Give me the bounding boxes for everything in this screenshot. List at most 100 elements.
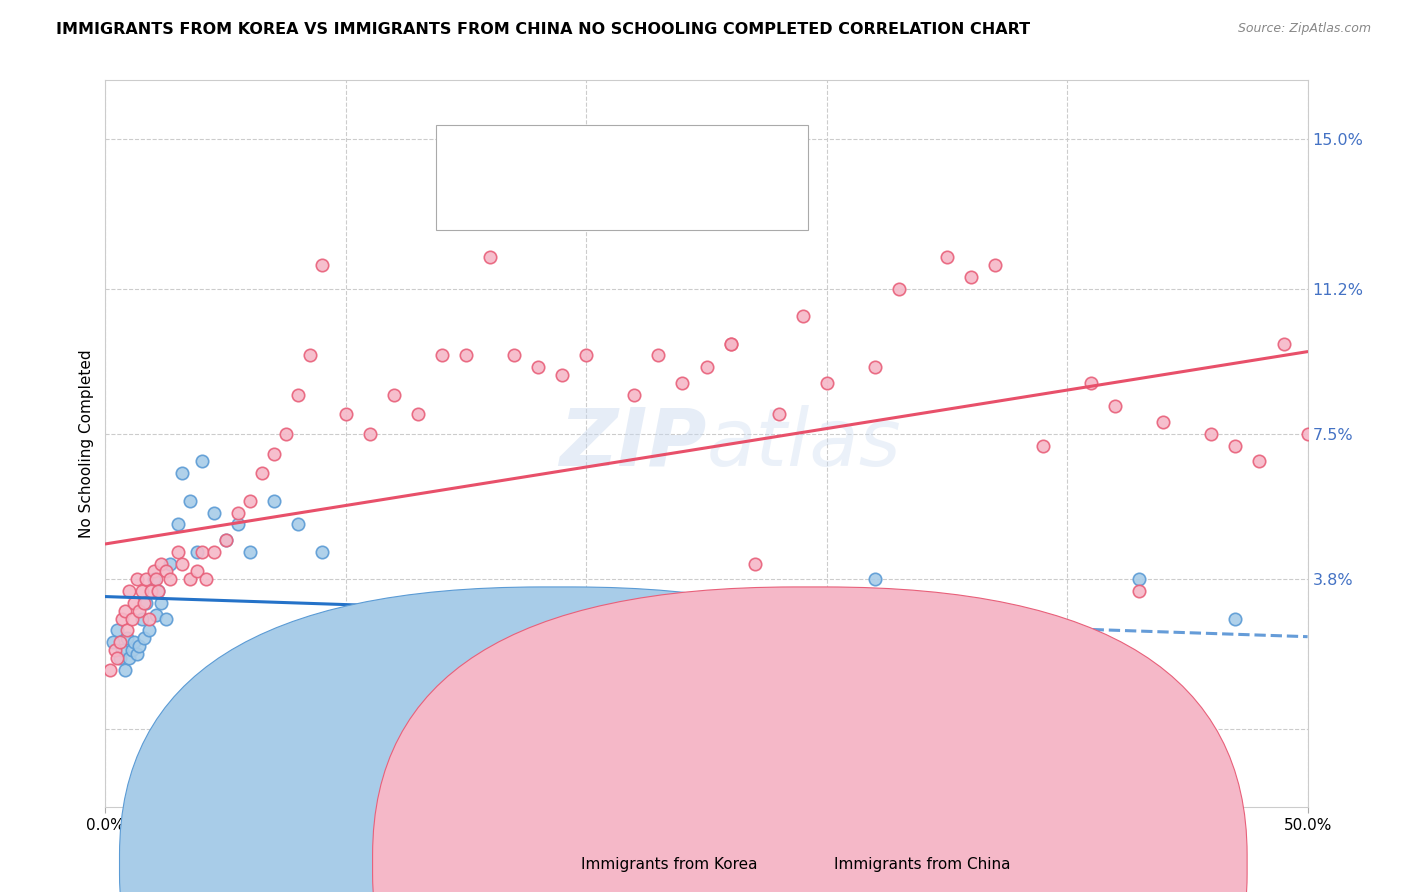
Point bbox=[503, 348, 526, 362]
Point bbox=[149, 596, 172, 610]
Point bbox=[430, 624, 453, 638]
Point bbox=[744, 612, 766, 626]
Point bbox=[108, 651, 131, 665]
Text: Source: ZipAtlas.com: Source: ZipAtlas.com bbox=[1237, 22, 1371, 36]
Point bbox=[172, 557, 194, 571]
Point bbox=[125, 572, 148, 586]
Point bbox=[311, 258, 333, 272]
Point bbox=[186, 565, 208, 579]
Point bbox=[406, 643, 429, 657]
Point bbox=[142, 565, 165, 579]
Point bbox=[1056, 769, 1078, 783]
Point bbox=[250, 467, 273, 481]
Point bbox=[148, 584, 170, 599]
Point bbox=[114, 604, 136, 618]
Point bbox=[936, 250, 959, 264]
Point bbox=[132, 596, 155, 610]
Point bbox=[335, 612, 357, 626]
Point bbox=[575, 624, 598, 638]
Point bbox=[125, 647, 148, 661]
FancyBboxPatch shape bbox=[353, 119, 592, 200]
Point bbox=[359, 426, 381, 441]
Point bbox=[575, 348, 598, 362]
Y-axis label: No Schooling Completed: No Schooling Completed bbox=[79, 350, 94, 538]
Point bbox=[815, 643, 838, 657]
Point bbox=[190, 545, 212, 559]
Point bbox=[1201, 426, 1223, 441]
Point bbox=[239, 545, 262, 559]
Point bbox=[115, 632, 138, 646]
Point bbox=[1032, 439, 1054, 453]
Point bbox=[430, 348, 453, 362]
Point bbox=[186, 545, 208, 559]
Point bbox=[108, 635, 131, 649]
Point bbox=[214, 533, 236, 547]
Point bbox=[142, 572, 165, 586]
Point bbox=[311, 545, 333, 559]
Point bbox=[114, 663, 136, 677]
Point bbox=[135, 596, 157, 610]
Point bbox=[720, 336, 742, 351]
Point bbox=[155, 565, 177, 579]
Text: Immigrants from China: Immigrants from China bbox=[834, 857, 1011, 871]
Point bbox=[527, 360, 550, 375]
Point bbox=[263, 447, 285, 461]
Text: atlas: atlas bbox=[707, 405, 901, 483]
Point bbox=[1104, 400, 1126, 414]
Point bbox=[647, 348, 669, 362]
Text: N =: N = bbox=[655, 151, 695, 169]
Point bbox=[166, 545, 188, 559]
Point bbox=[623, 387, 645, 401]
Point bbox=[454, 348, 477, 362]
Point bbox=[479, 624, 502, 638]
Point bbox=[155, 612, 177, 626]
Point bbox=[792, 309, 814, 323]
Point bbox=[131, 612, 153, 626]
Point bbox=[202, 506, 225, 520]
Point bbox=[118, 584, 141, 599]
Point bbox=[121, 612, 143, 626]
Point bbox=[239, 493, 262, 508]
Point bbox=[226, 517, 249, 532]
Point bbox=[195, 572, 218, 586]
Point bbox=[104, 643, 127, 657]
Point bbox=[696, 360, 718, 375]
Point bbox=[1128, 584, 1150, 599]
Point bbox=[138, 612, 160, 626]
Point bbox=[454, 612, 477, 626]
Point bbox=[815, 376, 838, 390]
Point bbox=[1128, 572, 1150, 586]
Text: Immigrants from Korea: Immigrants from Korea bbox=[581, 857, 758, 871]
Point bbox=[406, 407, 429, 421]
Text: 53: 53 bbox=[710, 151, 734, 169]
Point bbox=[107, 624, 129, 638]
Point bbox=[503, 635, 526, 649]
Text: IMMIGRANTS FROM KOREA VS IMMIGRANTS FROM CHINA NO SCHOOLING COMPLETED CORRELATIO: IMMIGRANTS FROM KOREA VS IMMIGRANTS FROM… bbox=[56, 22, 1031, 37]
FancyBboxPatch shape bbox=[353, 158, 592, 239]
Point bbox=[111, 612, 134, 626]
Point bbox=[479, 250, 502, 264]
Point bbox=[1080, 376, 1102, 390]
Point bbox=[124, 596, 146, 610]
Point bbox=[671, 635, 693, 649]
Point bbox=[179, 572, 201, 586]
Point bbox=[1272, 336, 1295, 351]
Point bbox=[166, 517, 188, 532]
Point bbox=[527, 632, 550, 646]
Point bbox=[179, 493, 201, 508]
Point bbox=[107, 651, 129, 665]
Point bbox=[274, 426, 297, 441]
Point bbox=[128, 639, 150, 653]
Text: 0.642: 0.642 bbox=[568, 191, 623, 209]
Point bbox=[149, 557, 172, 571]
Point bbox=[202, 545, 225, 559]
Point bbox=[1225, 612, 1247, 626]
Point bbox=[960, 269, 983, 284]
Text: R =: R = bbox=[508, 151, 546, 169]
Point bbox=[287, 517, 309, 532]
Point bbox=[863, 360, 886, 375]
Point bbox=[359, 624, 381, 638]
Point bbox=[671, 376, 693, 390]
Point bbox=[128, 604, 150, 618]
Point bbox=[135, 572, 157, 586]
